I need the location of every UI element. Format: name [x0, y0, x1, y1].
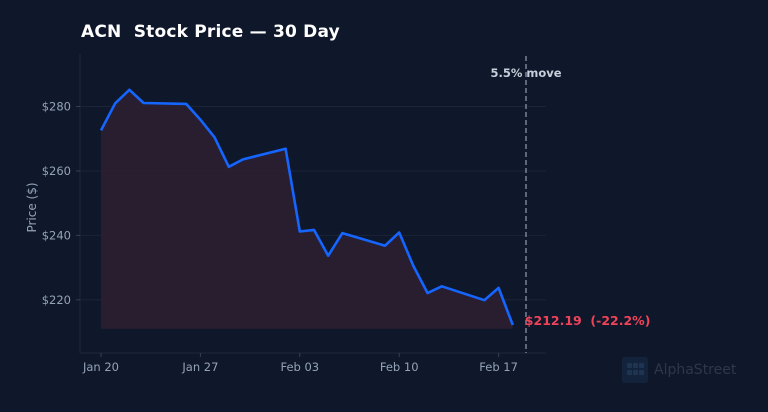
alphastreet-logo-icon [622, 357, 648, 383]
x-tick-label: Feb 03 [280, 360, 319, 374]
price-series-line [99, 88, 515, 326]
x-tick-label: Jan 27 [181, 360, 218, 374]
axis-frame [79, 54, 546, 354]
x-tick-labels: Jan 20 Jan 27 Feb 03 Feb 10 Feb 17 [82, 353, 518, 374]
y-tick-label: $280 [42, 100, 71, 114]
x-tick-label: Feb 17 [479, 360, 518, 374]
y-tick-label: $220 [42, 293, 71, 307]
y-tick-label: $260 [42, 164, 71, 178]
y-tick-labels: $220 $240 $260 $280 [42, 100, 80, 307]
last-price-label: $212.19 (-22.2%) [525, 313, 651, 328]
watermark-text: AlphaStreet [654, 362, 737, 378]
chart-title: ACN Stock Price — 30 Day [81, 22, 340, 42]
y-axis-label: Price ($) [25, 182, 39, 232]
price-area-fill [101, 89, 513, 329]
move-marker-label: 5.5% move [490, 66, 561, 80]
x-tick-label: Jan 20 [82, 360, 119, 374]
y-tick-label: $240 [42, 228, 71, 242]
x-tick-label: Feb 10 [380, 360, 419, 374]
alphastreet-watermark: AlphaStreet [622, 357, 736, 383]
